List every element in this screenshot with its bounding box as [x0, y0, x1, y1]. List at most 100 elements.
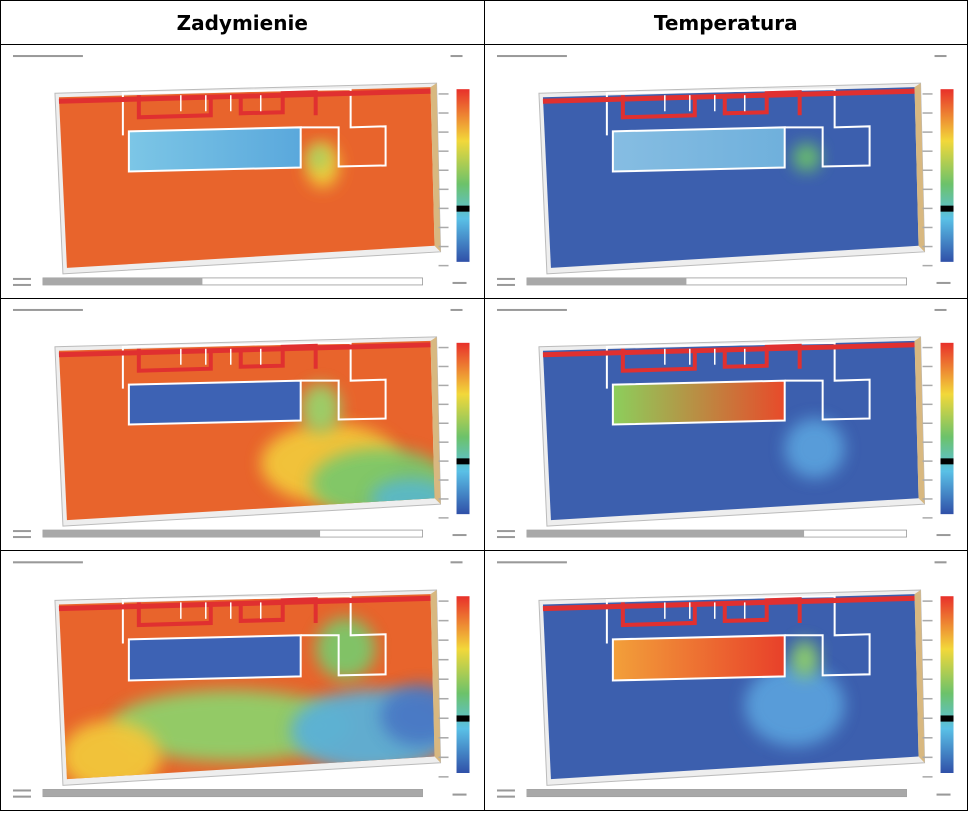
unit-line	[934, 309, 946, 311]
colorbar-marker	[940, 715, 953, 721]
corridor	[612, 635, 784, 680]
smoke-cell	[1, 45, 485, 299]
progress-fill	[526, 789, 906, 796]
colorbar-tick	[922, 678, 932, 680]
colorbar	[940, 89, 953, 262]
column-header: Zadymienie	[1, 1, 485, 45]
unit-line	[934, 561, 946, 563]
simulation-image	[485, 551, 968, 810]
caption-line	[496, 536, 514, 538]
caption-line	[496, 55, 566, 57]
colorbar-tick	[922, 169, 932, 171]
colorbar-tick	[922, 639, 932, 641]
colorbar-tick	[922, 366, 932, 367]
colorbar-tick	[439, 112, 449, 114]
caption-line	[13, 55, 83, 57]
colorbar-tick	[439, 208, 449, 210]
colorbar-tick	[439, 150, 449, 152]
colorbar	[940, 596, 953, 773]
colorbar-tick	[922, 479, 932, 480]
colorbar-tick	[922, 404, 932, 405]
page: Zadymienie / Temperatura html, body { ma…	[0, 0, 968, 813]
plume	[784, 419, 844, 479]
colorbar-tick	[439, 517, 449, 518]
header-row: Zadymienie Temperatura	[1, 1, 968, 45]
colorbar-tick	[439, 347, 449, 348]
colorbar	[940, 343, 953, 514]
unit-line	[451, 55, 463, 57]
colorbar-tick	[922, 227, 932, 229]
colorbar-tick	[922, 776, 932, 778]
colorbar-tick	[439, 131, 449, 133]
colorbar-tick	[922, 347, 932, 348]
progress-fill	[526, 278, 685, 285]
plumes	[307, 143, 339, 187]
colorbar-tick	[922, 659, 932, 661]
caption-line	[13, 789, 31, 791]
caption-line	[496, 789, 514, 791]
corridor	[129, 635, 301, 680]
caption-line	[936, 794, 950, 796]
colorbar-tick	[922, 189, 932, 191]
colorbar-tick	[922, 757, 932, 759]
smoke-cell	[1, 299, 485, 551]
colorbar-marker	[940, 458, 953, 464]
row	[1, 45, 968, 299]
colorbar-tick	[439, 718, 449, 720]
colorbar-tick	[922, 208, 932, 210]
colorbar-tick	[922, 600, 932, 602]
unit-line	[451, 561, 463, 563]
colorbar-tick	[922, 246, 932, 248]
colorbar-tick	[439, 423, 449, 424]
caption-line	[453, 282, 467, 284]
colorbar-tick	[922, 517, 932, 518]
corridor	[129, 127, 301, 171]
colorbar-tick	[922, 441, 932, 442]
colorbar-marker	[457, 715, 470, 721]
colorbar-tick	[439, 93, 449, 95]
colorbar-tick	[439, 678, 449, 680]
colorbar-tick	[439, 441, 449, 442]
caption-line	[13, 536, 31, 538]
caption-line	[496, 561, 566, 563]
colorbar-tick	[439, 776, 449, 778]
temperature-cell	[484, 551, 968, 811]
colorbar-tick	[439, 698, 449, 700]
colorbar-tick	[439, 265, 449, 267]
caption-line	[13, 796, 31, 798]
caption-line	[13, 561, 83, 563]
colorbar-tick	[439, 600, 449, 602]
colorbar	[457, 89, 470, 262]
caption-line	[13, 530, 31, 532]
colorbar-tick	[922, 150, 932, 152]
colorbar-tick	[439, 620, 449, 622]
simulation-image	[485, 299, 968, 550]
plume	[792, 143, 820, 171]
plumes	[784, 419, 844, 479]
colorbar-tick	[439, 404, 449, 405]
body: {"table": {"headers": ["Zadymienie", "Te…	[0, 0, 968, 813]
colorbar-tick	[439, 189, 449, 191]
unit-line	[451, 309, 463, 311]
progress-fill	[43, 789, 423, 796]
colorbar	[457, 343, 470, 514]
colorbar-tick	[439, 366, 449, 367]
plumes	[792, 143, 820, 171]
row	[1, 299, 968, 551]
smoke-cell	[1, 551, 485, 811]
row	[1, 551, 968, 811]
column-header: Temperatura	[484, 1, 968, 45]
progress-fill	[526, 530, 803, 537]
caption-line	[496, 278, 514, 280]
colorbar-tick	[439, 246, 449, 248]
colorbar-tick	[922, 423, 932, 424]
corridor	[612, 381, 784, 425]
caption-line	[13, 309, 83, 311]
plume	[309, 145, 329, 169]
colorbar-marker	[457, 206, 470, 212]
colorbar-tick	[922, 131, 932, 133]
colorbar-tick	[439, 737, 449, 739]
colorbar-tick	[922, 460, 932, 461]
caption-line	[936, 282, 950, 284]
caption-line	[496, 530, 514, 532]
